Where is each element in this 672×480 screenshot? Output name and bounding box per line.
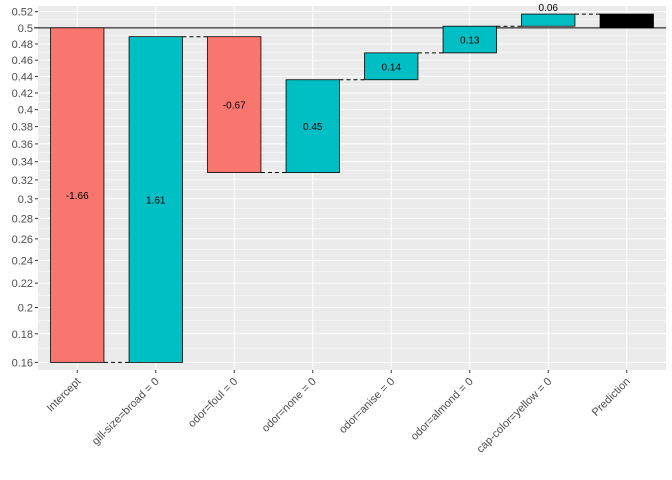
- data-label: 0.14: [382, 62, 402, 73]
- y-tick-label: 0.44: [12, 71, 33, 83]
- bars: [50, 13, 654, 363]
- x-tick-label: odor=almond = 0: [409, 376, 476, 443]
- y-tick-label: 0.34: [12, 157, 33, 169]
- data-label: 0.06: [539, 3, 559, 14]
- data-label: -1.66: [66, 191, 89, 202]
- x-tick-label: gill-size=broad = 0: [90, 376, 162, 448]
- x-tick-label: odor=none = 0: [260, 376, 319, 435]
- x-tick-label: odor=foul = 0: [186, 376, 240, 430]
- y-tick-label: 0.18: [12, 329, 33, 341]
- y-tick-label: 0.38: [12, 122, 33, 134]
- x-axis: Intercept gill-size=broad = 0 odor=foul = …: [45, 370, 633, 455]
- bar-negative: [207, 36, 262, 173]
- data-labels: -1.66 1.61 -0.67 0.45 0.14 0.13 0.06 0.07: [66, 3, 637, 206]
- bar-positive: [521, 13, 576, 27]
- y-tick-label: 0.5: [18, 23, 33, 35]
- data-label: 1.61: [146, 196, 166, 207]
- y-tick-label: 0.22: [12, 278, 33, 290]
- bar-positive: [364, 52, 419, 81]
- y-tick-label: 0.3: [18, 194, 33, 206]
- data-label: 0.07: [617, 17, 637, 28]
- y-tick-label: 0.46: [12, 55, 33, 67]
- x-tick-label: Prediction: [590, 376, 633, 419]
- bar-positive: [285, 79, 340, 173]
- y-tick-label: 0.52: [12, 7, 33, 19]
- y-tick-label: 0.16: [12, 357, 33, 369]
- y-tick-label: 0.28: [12, 213, 33, 225]
- x-tick-label: Intercept: [45, 376, 84, 415]
- bar-positive: [442, 25, 497, 54]
- y-tick-label: 0.26: [12, 234, 33, 246]
- data-label: 0.13: [460, 36, 480, 47]
- bar-negative: [50, 27, 105, 363]
- y-tick-label: 0.24: [12, 255, 33, 267]
- data-label: -0.67: [223, 101, 246, 112]
- y-tick-label: 0.32: [12, 175, 33, 187]
- x-tick-label: odor=anise = 0: [337, 376, 397, 436]
- y-tick-label: 0.2: [18, 303, 33, 315]
- y-tick-label: 0.4: [18, 105, 33, 117]
- bar-positive: [128, 36, 183, 363]
- y-axis: 0.16 0.18 0.2 0.22 0.24 0.26 0.28 0.3 0.32 0.34 0.…: [12, 7, 38, 369]
- y-tick-label: 0.48: [12, 39, 33, 51]
- x-tick-label: cap-color=yellow = 0: [475, 376, 555, 456]
- bar-prediction: [599, 13, 654, 29]
- data-label: 0.45: [303, 122, 323, 133]
- y-tick-label: 0.42: [12, 88, 33, 100]
- y-tick-label: 0.36: [12, 139, 33, 151]
